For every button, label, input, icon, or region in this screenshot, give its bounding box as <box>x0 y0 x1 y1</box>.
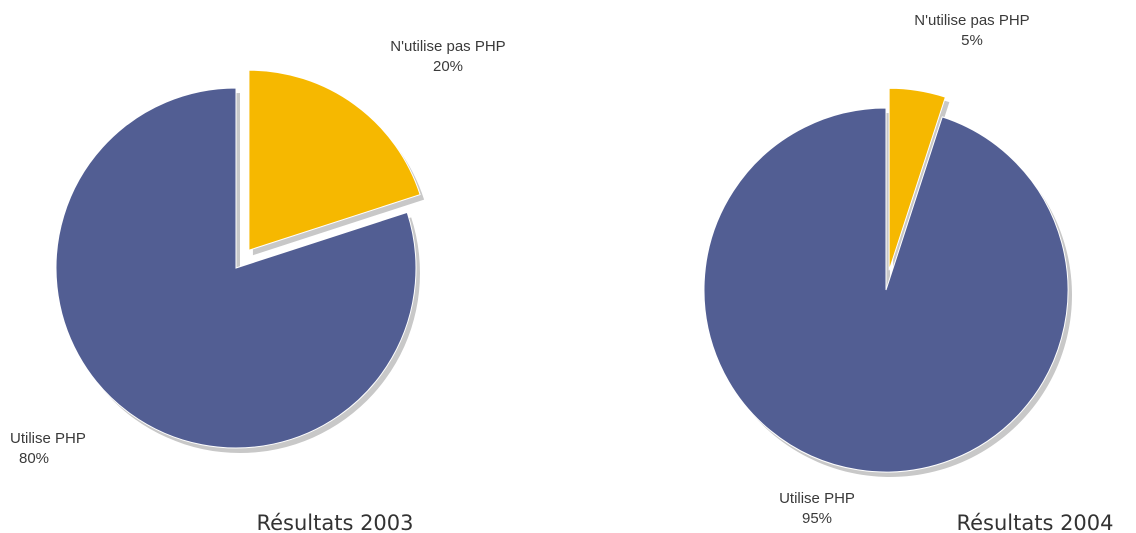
slice-label-percent: 5% <box>961 32 983 49</box>
pie-slice <box>248 69 421 251</box>
slice-label-percent: 20% <box>433 58 463 75</box>
slice-label-name: N'utilise pas PHP <box>390 38 505 55</box>
pie-slice <box>55 87 417 449</box>
pie-chart-2003: N'utilise pas PHP 20% Utilise PHP 80% Ré… <box>10 38 506 533</box>
chart-title: Résultats 2004 <box>956 511 1113 533</box>
slice-label-name: Utilise PHP <box>10 430 86 447</box>
chart-title: Résultats 2003 <box>256 511 413 533</box>
pie-slice <box>703 107 1069 473</box>
slice-label-percent: 80% <box>19 450 49 467</box>
slice-label-percent: 95% <box>802 510 832 527</box>
slice-label-name: Utilise PHP <box>779 490 855 507</box>
slice-label-name: N'utilise pas PHP <box>914 12 1029 29</box>
pie-slice <box>888 87 947 271</box>
pie-chart-2004: N'utilise pas PHP 5% Utilise PHP 95% Rés… <box>703 12 1114 533</box>
